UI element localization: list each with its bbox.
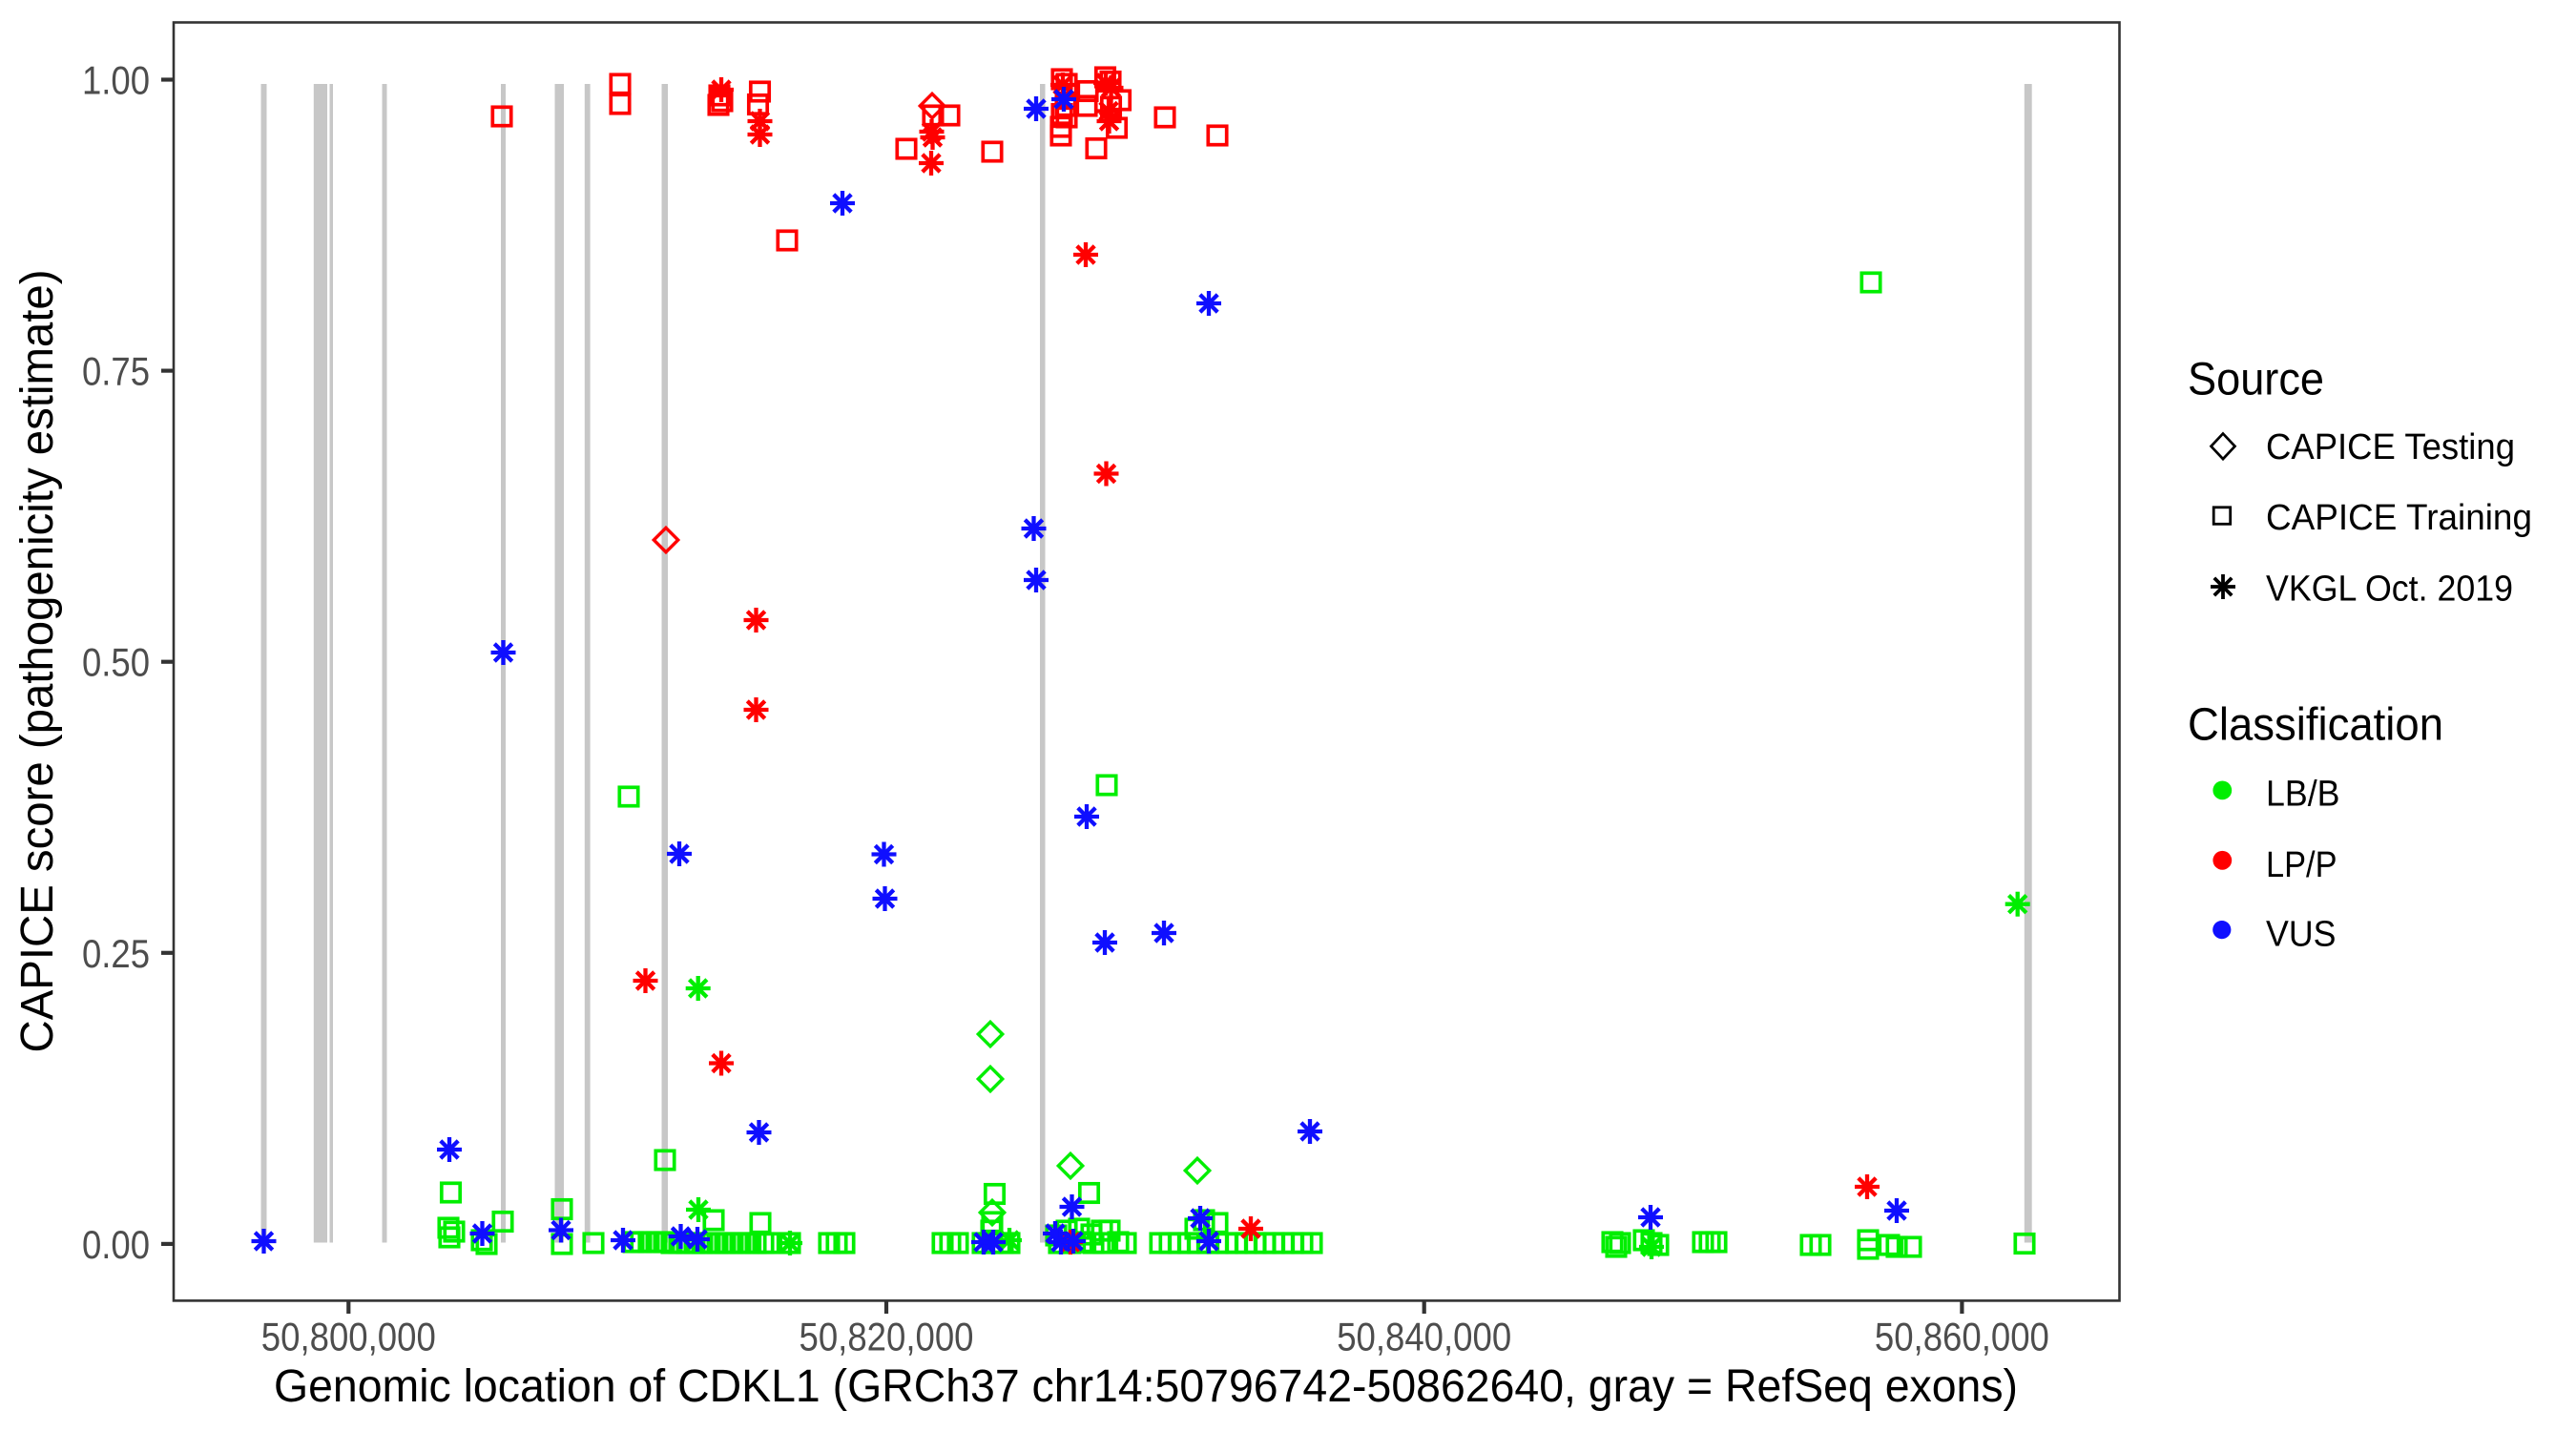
svg-text:LP/P: LP/P bbox=[2266, 845, 2337, 885]
svg-text:Genomic location of CDKL1 (GRC: Genomic location of CDKL1 (GRCh37 chr14:… bbox=[274, 1361, 2018, 1412]
svg-text:Classification: Classification bbox=[2188, 700, 2443, 751]
svg-text:0.50: 0.50 bbox=[82, 640, 150, 685]
svg-text:1.00: 1.00 bbox=[82, 58, 150, 103]
svg-text:50,860,000: 50,860,000 bbox=[1875, 1315, 2049, 1359]
svg-text:VKGL Oct. 2019: VKGL Oct. 2019 bbox=[2266, 570, 2513, 610]
svg-text:CAPICE score (pathogenicity es: CAPICE score (pathogenicity estimate) bbox=[12, 270, 63, 1053]
svg-text:50,800,000: 50,800,000 bbox=[261, 1315, 436, 1359]
svg-text:50,820,000: 50,820,000 bbox=[800, 1315, 974, 1359]
svg-text:Source: Source bbox=[2188, 355, 2324, 405]
svg-text:LB/B: LB/B bbox=[2266, 775, 2340, 815]
svg-text:50,840,000: 50,840,000 bbox=[1337, 1315, 1511, 1359]
svg-text:VUS: VUS bbox=[2266, 915, 2337, 955]
svg-text:CAPICE Testing: CAPICE Testing bbox=[2266, 427, 2515, 467]
svg-text:CAPICE Training: CAPICE Training bbox=[2266, 498, 2532, 538]
svg-text:0.25: 0.25 bbox=[82, 931, 150, 976]
svg-text:0.00: 0.00 bbox=[82, 1222, 150, 1267]
svg-text:0.75: 0.75 bbox=[82, 349, 150, 394]
